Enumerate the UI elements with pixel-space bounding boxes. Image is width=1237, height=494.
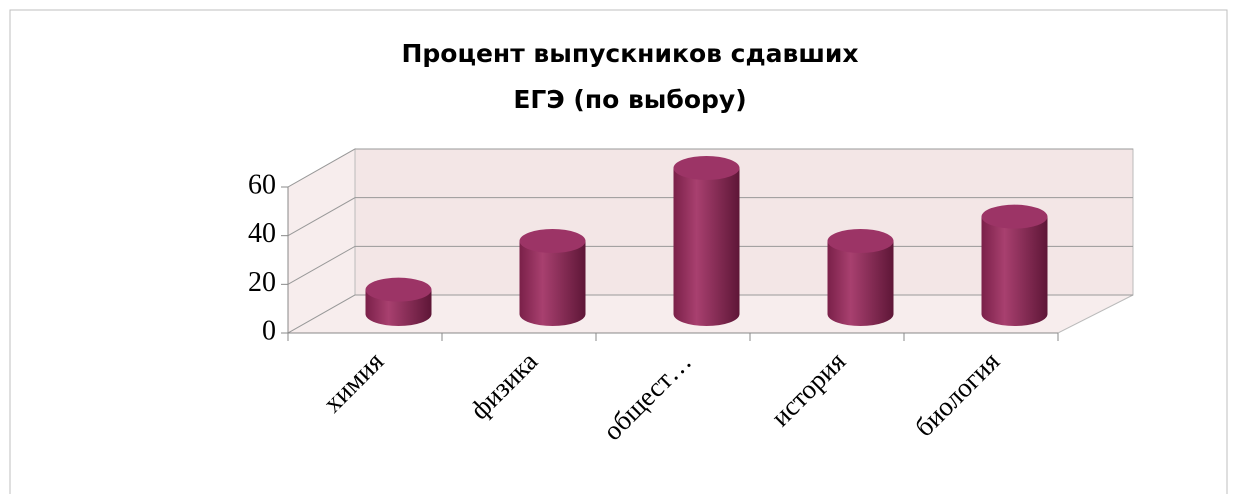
bar-top xyxy=(519,229,586,253)
y-tick-label: 60 xyxy=(248,169,276,200)
y-tick-label: 0 xyxy=(262,315,276,346)
bar xyxy=(365,277,432,326)
grid-line xyxy=(287,148,1133,188)
chart-title: ЕГЭ (по выбору) xyxy=(513,85,746,114)
bar-top xyxy=(673,156,740,180)
bar-top xyxy=(827,229,894,253)
bar xyxy=(981,204,1048,326)
bar xyxy=(673,156,740,326)
bar-body xyxy=(519,241,586,326)
bar-top xyxy=(981,204,1048,229)
y-tick-label: 40 xyxy=(248,218,276,249)
bar-body xyxy=(981,216,1048,326)
bar-top xyxy=(365,277,432,302)
y-tick-label: 20 xyxy=(248,267,276,298)
bar-body xyxy=(673,168,740,326)
grid-line xyxy=(287,197,1133,237)
bar xyxy=(827,229,894,326)
chart-title: Процент выпускников сдавших xyxy=(401,39,858,68)
bar xyxy=(519,229,586,326)
bar-body xyxy=(827,241,894,326)
